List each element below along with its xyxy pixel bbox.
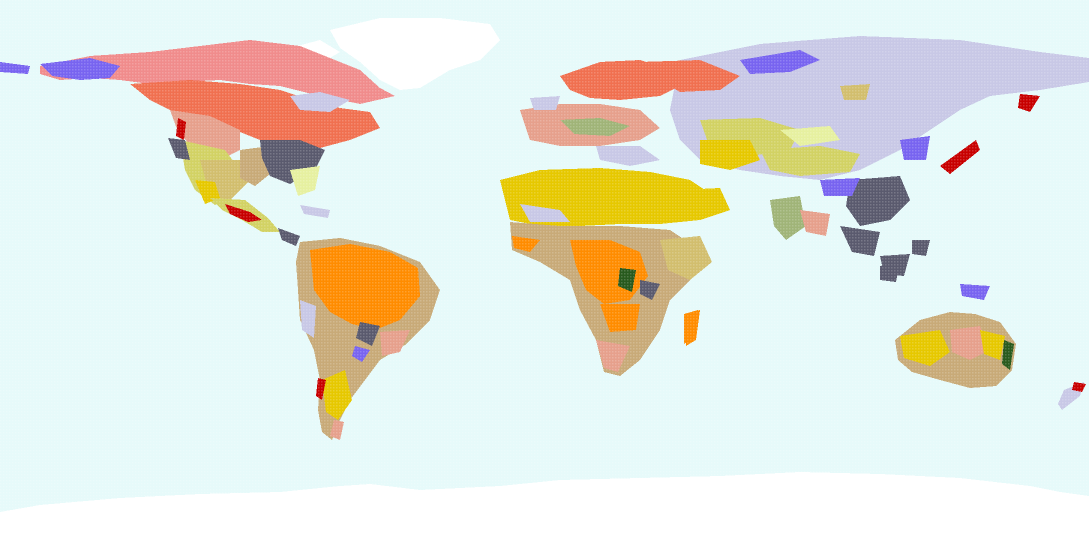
world-land-cover-map [0,0,1089,559]
world-map [0,0,1089,559]
pixel-texture [0,0,1089,559]
